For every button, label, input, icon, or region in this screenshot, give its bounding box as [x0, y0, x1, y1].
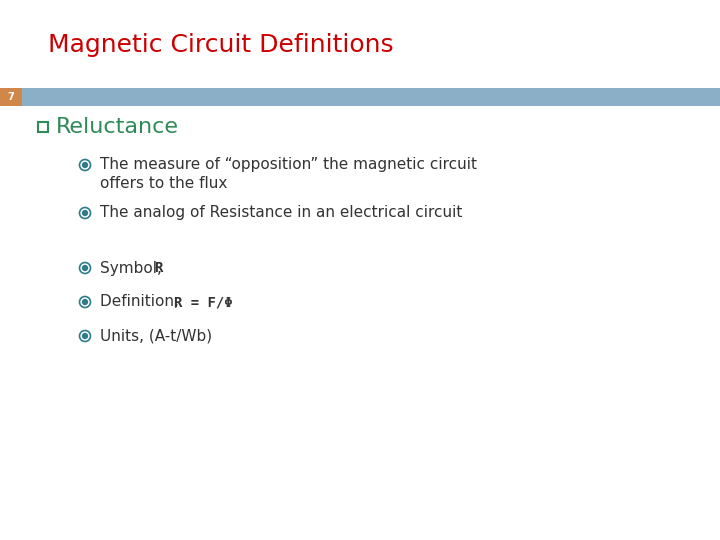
Bar	[38, 122, 48, 132]
Text: Units, (A-t/Wb): Units, (A-t/Wb)	[100, 328, 212, 343]
Circle shape	[83, 211, 87, 215]
Text: 7: 7	[8, 92, 14, 102]
Text: Magnetic Circuit Definitions: Magnetic Circuit Definitions	[48, 33, 394, 57]
Bar	[0, 88, 22, 106]
Text: Definition,: Definition,	[100, 294, 184, 309]
Circle shape	[83, 300, 87, 305]
Text: Symbol,: Symbol,	[100, 260, 167, 275]
Text: offers to the flux: offers to the flux	[100, 176, 228, 191]
Circle shape	[83, 163, 87, 167]
Text: R: R	[154, 261, 163, 275]
Circle shape	[83, 334, 87, 339]
Circle shape	[83, 266, 87, 271]
Text: The analog of Resistance in an electrical circuit: The analog of Resistance in an electrica…	[100, 206, 462, 220]
Text: R = F/Φ: R = F/Φ	[174, 295, 233, 309]
Text: Reluctance: Reluctance	[56, 117, 179, 137]
Bar	[22, 88, 720, 106]
Text: The measure of “opposition” the magnetic circuit: The measure of “opposition” the magnetic…	[100, 158, 477, 172]
